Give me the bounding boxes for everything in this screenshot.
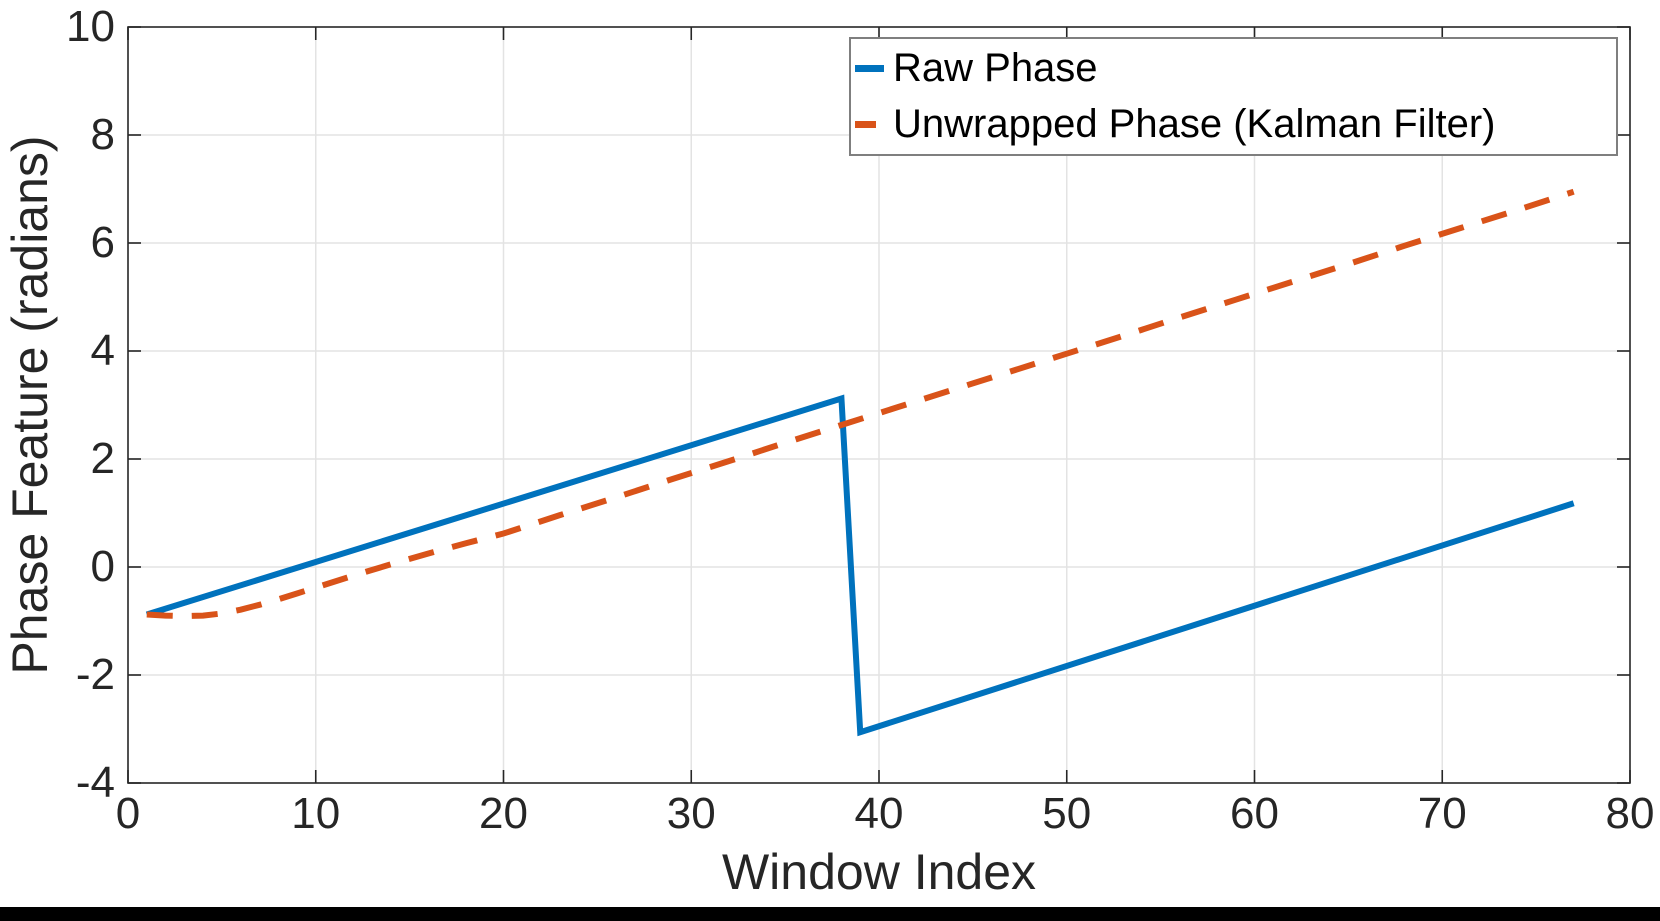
unwrapped-phase-kalman-filter-line bbox=[146, 188, 1575, 620]
y-tick-label: -4 bbox=[75, 758, 115, 807]
y-tick-label: -2 bbox=[75, 650, 115, 699]
x-tick-label: 20 bbox=[479, 789, 528, 838]
y-tick-label: 0 bbox=[90, 542, 115, 591]
legend-marker-cell bbox=[855, 65, 893, 73]
y-tick-label: 2 bbox=[90, 434, 115, 483]
legend: Raw Phase Unwrapped Phase (Kalman Filter… bbox=[849, 37, 1618, 156]
legend-marker-cell bbox=[855, 120, 893, 128]
x-tick-label: 50 bbox=[1042, 789, 1092, 838]
y-tick-label: 10 bbox=[66, 2, 115, 51]
legend-label-unwrapped-phase: Unwrapped Phase (Kalman Filter) bbox=[893, 101, 1496, 146]
x-tick-label: 70 bbox=[1417, 789, 1467, 838]
bottom-bar bbox=[0, 907, 1660, 921]
legend-item-unwrapped-phase: Unwrapped Phase (Kalman Filter) bbox=[855, 97, 1616, 153]
x-tick-label: 10 bbox=[291, 789, 341, 838]
legend-item-raw-phase: Raw Phase bbox=[855, 41, 1616, 97]
y-tick-label: 6 bbox=[90, 218, 115, 267]
x-tick-label: 40 bbox=[854, 789, 904, 838]
x-tick-label: 30 bbox=[666, 789, 716, 838]
x-tick-label: 0 bbox=[115, 789, 141, 838]
x-axis-label: Window Index bbox=[721, 844, 1037, 900]
y-tick-label: 8 bbox=[90, 110, 115, 159]
y-tick-label: 4 bbox=[90, 326, 115, 375]
x-tick-label: 80 bbox=[1605, 789, 1655, 838]
unwrapped-phase-line-swatch bbox=[855, 120, 876, 128]
y-axis-label: Phase Feature (radians) bbox=[2, 135, 58, 675]
legend-label-raw-phase: Raw Phase bbox=[893, 46, 1098, 91]
raw-phase-line-swatch bbox=[855, 65, 884, 73]
raw-phase-line bbox=[145, 394, 1575, 737]
x-tick-label: 60 bbox=[1230, 789, 1279, 838]
